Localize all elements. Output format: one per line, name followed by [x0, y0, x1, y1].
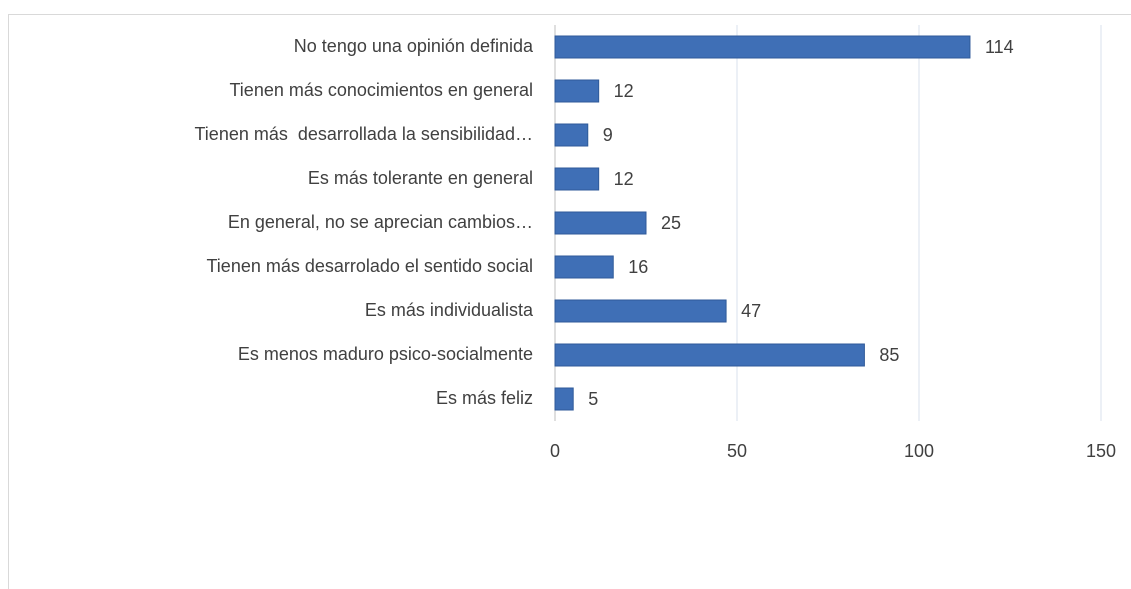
y-tick-label: Es menos maduro psico-socialmente	[238, 344, 533, 364]
bar	[554, 343, 865, 367]
y-tick-label: No tengo una opinión definida	[294, 36, 534, 56]
y-tick-label: Es más individualista	[365, 300, 534, 320]
x-tick-label: 150	[1086, 441, 1116, 461]
bar	[554, 211, 647, 235]
y-tick-label: Es más tolerante en general	[308, 168, 533, 188]
bar	[554, 167, 600, 191]
bar	[554, 123, 589, 147]
bar	[554, 35, 971, 59]
value-label: 47	[741, 301, 761, 321]
value-label: 12	[614, 81, 634, 101]
value-label: 114	[985, 37, 1014, 57]
bar	[554, 387, 574, 411]
value-label: 25	[661, 213, 681, 233]
bar	[554, 255, 614, 279]
bar	[554, 299, 727, 323]
y-tick-label: Tienen más desarrolado el sentido social	[206, 256, 533, 276]
x-tick-label: 100	[904, 441, 934, 461]
y-tick-label: En general, no se aprecian cambios…	[228, 212, 533, 232]
bar	[554, 79, 600, 103]
value-label: 16	[628, 257, 648, 277]
y-tick-label: Tienen más conocimientos en general	[229, 80, 533, 100]
x-tick-label: 0	[550, 441, 560, 461]
chart-frame	[8, 14, 1131, 589]
value-label: 9	[603, 125, 613, 145]
y-tick-label: Tienen más desarrollada la sensibilidad…	[194, 124, 533, 144]
value-label: 12	[614, 169, 634, 189]
x-tick-label: 50	[727, 441, 747, 461]
value-label: 5	[588, 389, 598, 409]
y-tick-label: Es más feliz	[436, 388, 533, 408]
value-label: 85	[879, 345, 899, 365]
